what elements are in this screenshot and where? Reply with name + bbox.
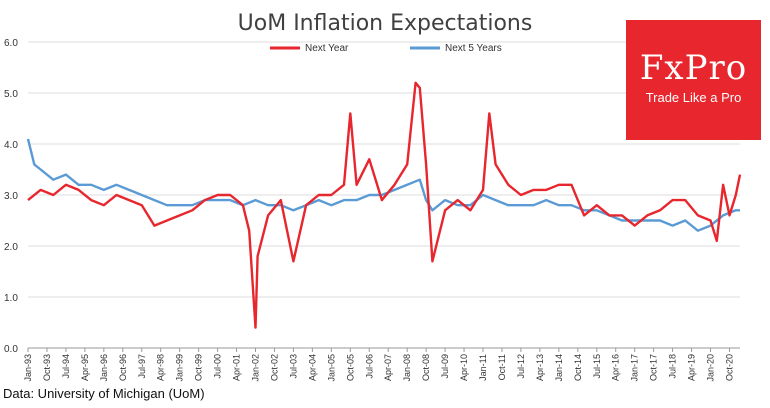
y-tick-label: 1.0 [4,293,18,304]
x-tick-label: Jul-94 [61,354,71,379]
x-tick-label: Jan-17 [630,354,640,382]
x-tick-label: Apr-01 [232,354,242,381]
x-tick-label: Apr-04 [307,354,317,381]
x-tick-label: Apr-95 [80,354,90,381]
x-tick-label: Jan-93 [23,354,33,382]
x-tick-label: Oct-96 [118,354,128,381]
x-tick-label: Apr-98 [156,354,166,381]
x-tick-label: Jul-15 [592,354,602,379]
x-tick-label: Jan-02 [251,354,261,382]
x-tick-label: Oct-17 [649,354,659,381]
x-tick-label: Jul-03 [288,354,298,379]
x-tick-label: Apr-07 [383,354,393,381]
x-tick-label: Jan-14 [554,354,564,382]
logo-tagline: Trade Like a Pro [645,90,742,105]
x-tick-label: Jul-00 [213,354,223,379]
x-tick-label: Jul-12 [516,354,526,379]
logo-name: FxPro [639,48,748,88]
y-axis-labels: 0.0 1.0 2.0 3.0 4.0 5.0 6.0 [4,38,18,355]
x-tick-label: Oct-14 [573,354,583,381]
y-tick-label: 4.0 [4,140,18,151]
x-tick-label: Apr-10 [459,354,469,381]
y-tick-label: 0.0 [4,344,18,355]
x-tick-label: Apr-13 [535,354,545,381]
x-tick-label: Oct-93 [42,354,52,381]
x-tick-label: Oct-20 [724,354,734,381]
series-lines [26,81,742,329]
x-axis-labels: Jan-93 Oct-93 Jul-94 Apr-95 Jan-96 Oct-96 Jul-… [23,354,734,382]
y-tick-label: 3.0 [4,191,18,202]
y-tick-label: 5.0 [4,89,18,100]
x-tick-label: Jul-06 [364,354,374,379]
y-tick-label: 6.0 [4,38,18,49]
x-tick-label: Jan-99 [175,354,185,382]
x-tick-label: Oct-08 [421,354,431,381]
x-tick-label: Jan-20 [706,354,716,382]
chart-title: UoM Inflation Expectations [238,11,533,36]
x-tick-label: Oct-11 [497,354,507,380]
x-tick-label: Jan-08 [402,354,412,382]
x-tick-label: Apr-16 [611,354,621,381]
x-tick-label: Jan-96 [99,354,109,382]
x-tick-label: Jul-09 [440,354,450,379]
fxpro-logo: FxPro Trade Like a Pro [626,20,761,140]
x-tick-label: Oct-02 [269,354,279,381]
y-tick-label: 2.0 [4,242,18,253]
x-tick-label: Jan-11 [478,354,488,381]
x-tick-label: Oct-05 [345,354,355,381]
x-tick-label: Jul-97 [137,354,147,379]
grid-lines [27,41,740,352]
legend-next-5-years-label: Next 5 Years [445,43,502,54]
legend-next-year-label: Next Year [305,43,349,54]
x-tick-label: Oct-99 [194,354,204,381]
series-next-year-line [27,81,742,329]
x-tick-label: Apr-19 [687,354,697,381]
legend: Next Year Next 5 Years [270,43,502,54]
data-source-note: Data: University of Michigan (UoM) [3,386,205,401]
x-tick-label: Jan-05 [326,354,336,382]
series-next-5-years-line [26,138,740,232]
x-tick-label: Jul-18 [668,354,678,379]
